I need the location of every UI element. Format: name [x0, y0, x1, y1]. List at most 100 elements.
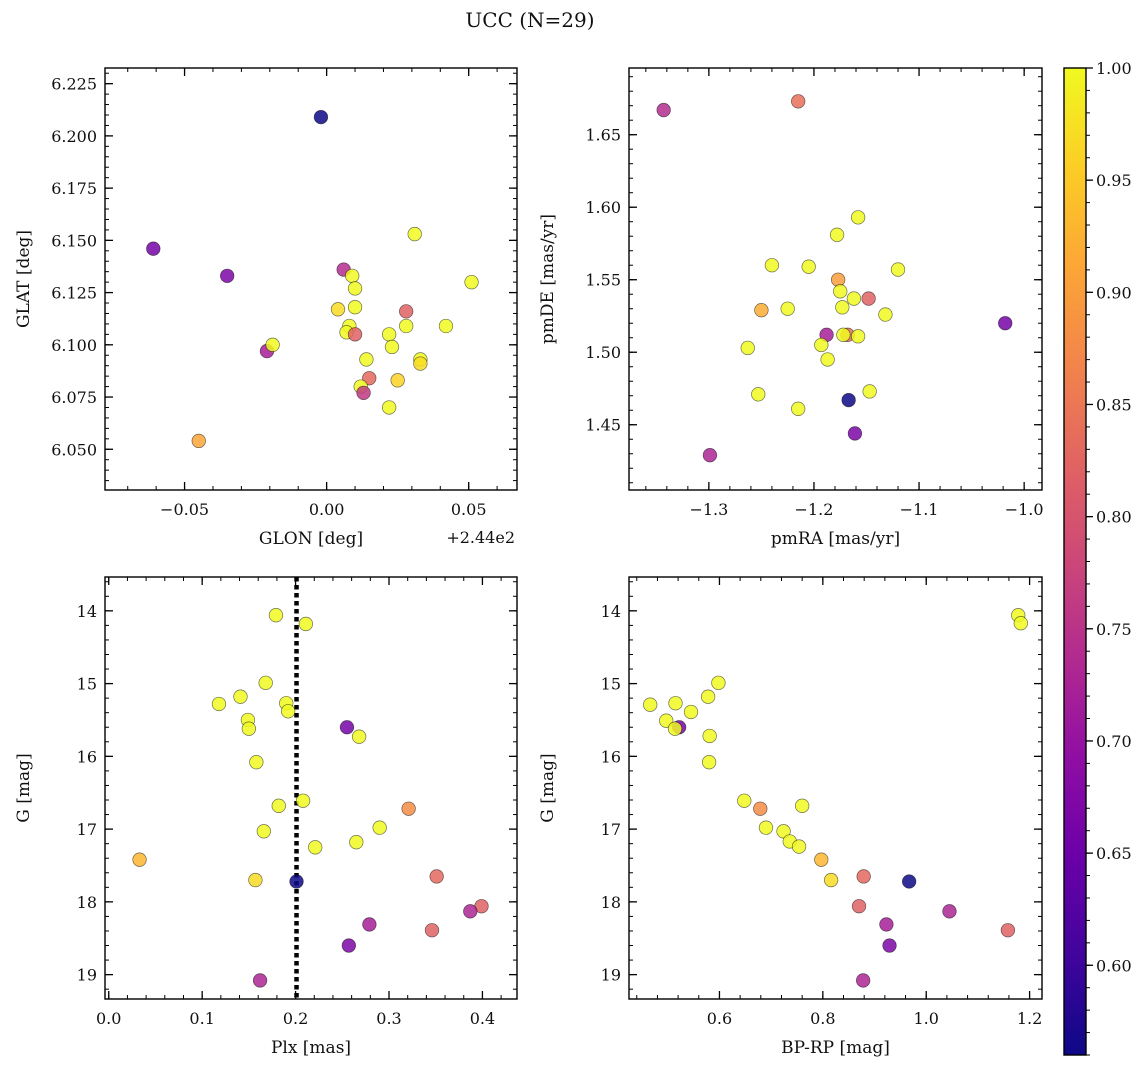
colorbar-tick-label: 0.95	[1096, 171, 1132, 190]
y-tick-label: 6.100	[51, 336, 97, 355]
data-point	[413, 356, 428, 371]
data-point	[220, 268, 235, 284]
y-tick-label: 16	[77, 747, 97, 766]
y-axis-label: G [mag]	[14, 753, 34, 822]
x-tick-label: 0.1	[189, 1009, 214, 1028]
data-point	[879, 917, 894, 932]
data-point	[753, 801, 768, 816]
data-point	[407, 226, 422, 242]
y-tick-label: 15	[77, 675, 97, 694]
y-tick-label: 17	[601, 820, 621, 839]
colorbar-tick-label: 0.80	[1096, 508, 1132, 527]
data-point	[764, 258, 780, 273]
y-tick-label: 6.075	[51, 388, 97, 407]
x-tick-label: −1.1	[900, 500, 939, 519]
data-point	[711, 675, 726, 691]
data-point	[362, 917, 377, 932]
panel-proper-motion: −1.3 −1.2 −1.1 −1.0 1.45 1.50 1.55 1.60 1.65 pmRA…	[538, 67, 1044, 549]
data-point	[463, 904, 478, 919]
x-tick-label: −0.05	[160, 500, 209, 519]
x-tick-label: 1.0	[913, 1009, 938, 1028]
data-point	[902, 874, 917, 889]
data-point	[248, 872, 263, 888]
data-point	[856, 869, 871, 884]
data-point	[758, 820, 774, 835]
data-point	[801, 259, 816, 274]
y-tick-label: 15	[601, 675, 621, 694]
data-point	[372, 820, 387, 835]
colorbar-tick-label: 0.90	[1096, 283, 1132, 302]
y-tick-label: 14	[77, 602, 97, 621]
y-tick-label: 1.60	[585, 198, 621, 217]
x-tick-label: 0.6	[707, 1009, 732, 1028]
x-tick-label: 0.4	[470, 1009, 495, 1028]
colorbar-gradient	[1064, 68, 1086, 1055]
axes-frame	[104, 576, 518, 1000]
data-point	[833, 284, 848, 299]
data-point	[381, 327, 397, 342]
data-point	[280, 704, 296, 719]
x-tick-label: 0.05	[451, 500, 487, 519]
y-tick-label: 19	[601, 966, 621, 985]
colorbar-tick-label: 0.65	[1096, 844, 1132, 863]
data-point	[847, 426, 863, 441]
y-tick-label: 6.225	[51, 75, 97, 94]
data-point	[399, 304, 414, 319]
data-point	[347, 327, 363, 342]
data-point	[791, 94, 806, 109]
colorbar-tick-label: 0.70	[1096, 732, 1132, 751]
x-offset-label: +2.44e2	[446, 528, 515, 547]
figure-title: UCC (N=29)	[465, 8, 594, 32]
y-tick-label: 1.55	[585, 271, 621, 290]
data-point	[399, 318, 414, 334]
colorbar-tick-label: 0.60	[1096, 956, 1132, 975]
y-tick-label: 6.150	[51, 231, 97, 250]
y-tick-label: 1.65	[585, 126, 621, 145]
data-point	[643, 697, 658, 712]
panel-color-magnitude: 0.6 0.8 1.0 1.2 14 15 16 17 18 19 BP-RP [mag] G [ma…	[538, 576, 1043, 1058]
data-point	[289, 874, 304, 889]
data-point	[146, 241, 161, 256]
data-point	[429, 869, 444, 884]
data-point	[846, 291, 862, 306]
x-tick-label: −1.3	[689, 500, 728, 519]
colorbar-tick-label: 0.85	[1096, 395, 1132, 414]
y-tick-label: 6.125	[51, 284, 97, 303]
data-point	[890, 262, 906, 277]
data-point	[345, 268, 360, 284]
data-point	[351, 729, 367, 744]
data-point	[464, 274, 479, 290]
colorbar-tick-label: 1.00	[1096, 59, 1132, 78]
x-tick-label: −1.2	[795, 500, 834, 519]
y-tick-label: 18	[77, 893, 97, 912]
data-point	[233, 689, 248, 704]
x-tick-label: 0.8	[810, 1009, 835, 1028]
data-point	[339, 720, 355, 735]
data-point	[754, 303, 769, 318]
data-point	[701, 755, 717, 770]
data-point	[841, 392, 856, 408]
data-point	[668, 696, 683, 711]
colorbar: 0.60 0.65 0.70 0.75 0.80 0.85 0.90 0.95 1.00	[1063, 59, 1132, 1056]
data-point	[241, 721, 257, 736]
data-point	[347, 281, 363, 296]
y-tick-label: 17	[77, 820, 97, 839]
panel-parallax-magnitude: 0.0 0.1 0.2 0.3 0.4 14 15 16 17 18 19 Plx [mas] G [m…	[14, 576, 518, 1058]
data-point	[851, 899, 867, 914]
data-point	[1013, 616, 1028, 631]
data-point	[313, 109, 329, 125]
axes-frame	[628, 576, 1043, 1000]
y-tick-label: 1.50	[585, 343, 621, 362]
data-point	[820, 352, 835, 367]
data-point	[850, 329, 866, 344]
y-tick-label: 6.200	[51, 127, 97, 146]
data-point	[856, 973, 871, 988]
data-point	[298, 616, 314, 632]
data-point	[268, 608, 284, 623]
x-axis-label: Plx [mas]	[271, 1038, 351, 1058]
data-point	[249, 755, 264, 770]
data-point	[359, 352, 374, 367]
data-point	[835, 300, 850, 315]
data-point	[882, 938, 897, 953]
data-point	[656, 102, 671, 118]
